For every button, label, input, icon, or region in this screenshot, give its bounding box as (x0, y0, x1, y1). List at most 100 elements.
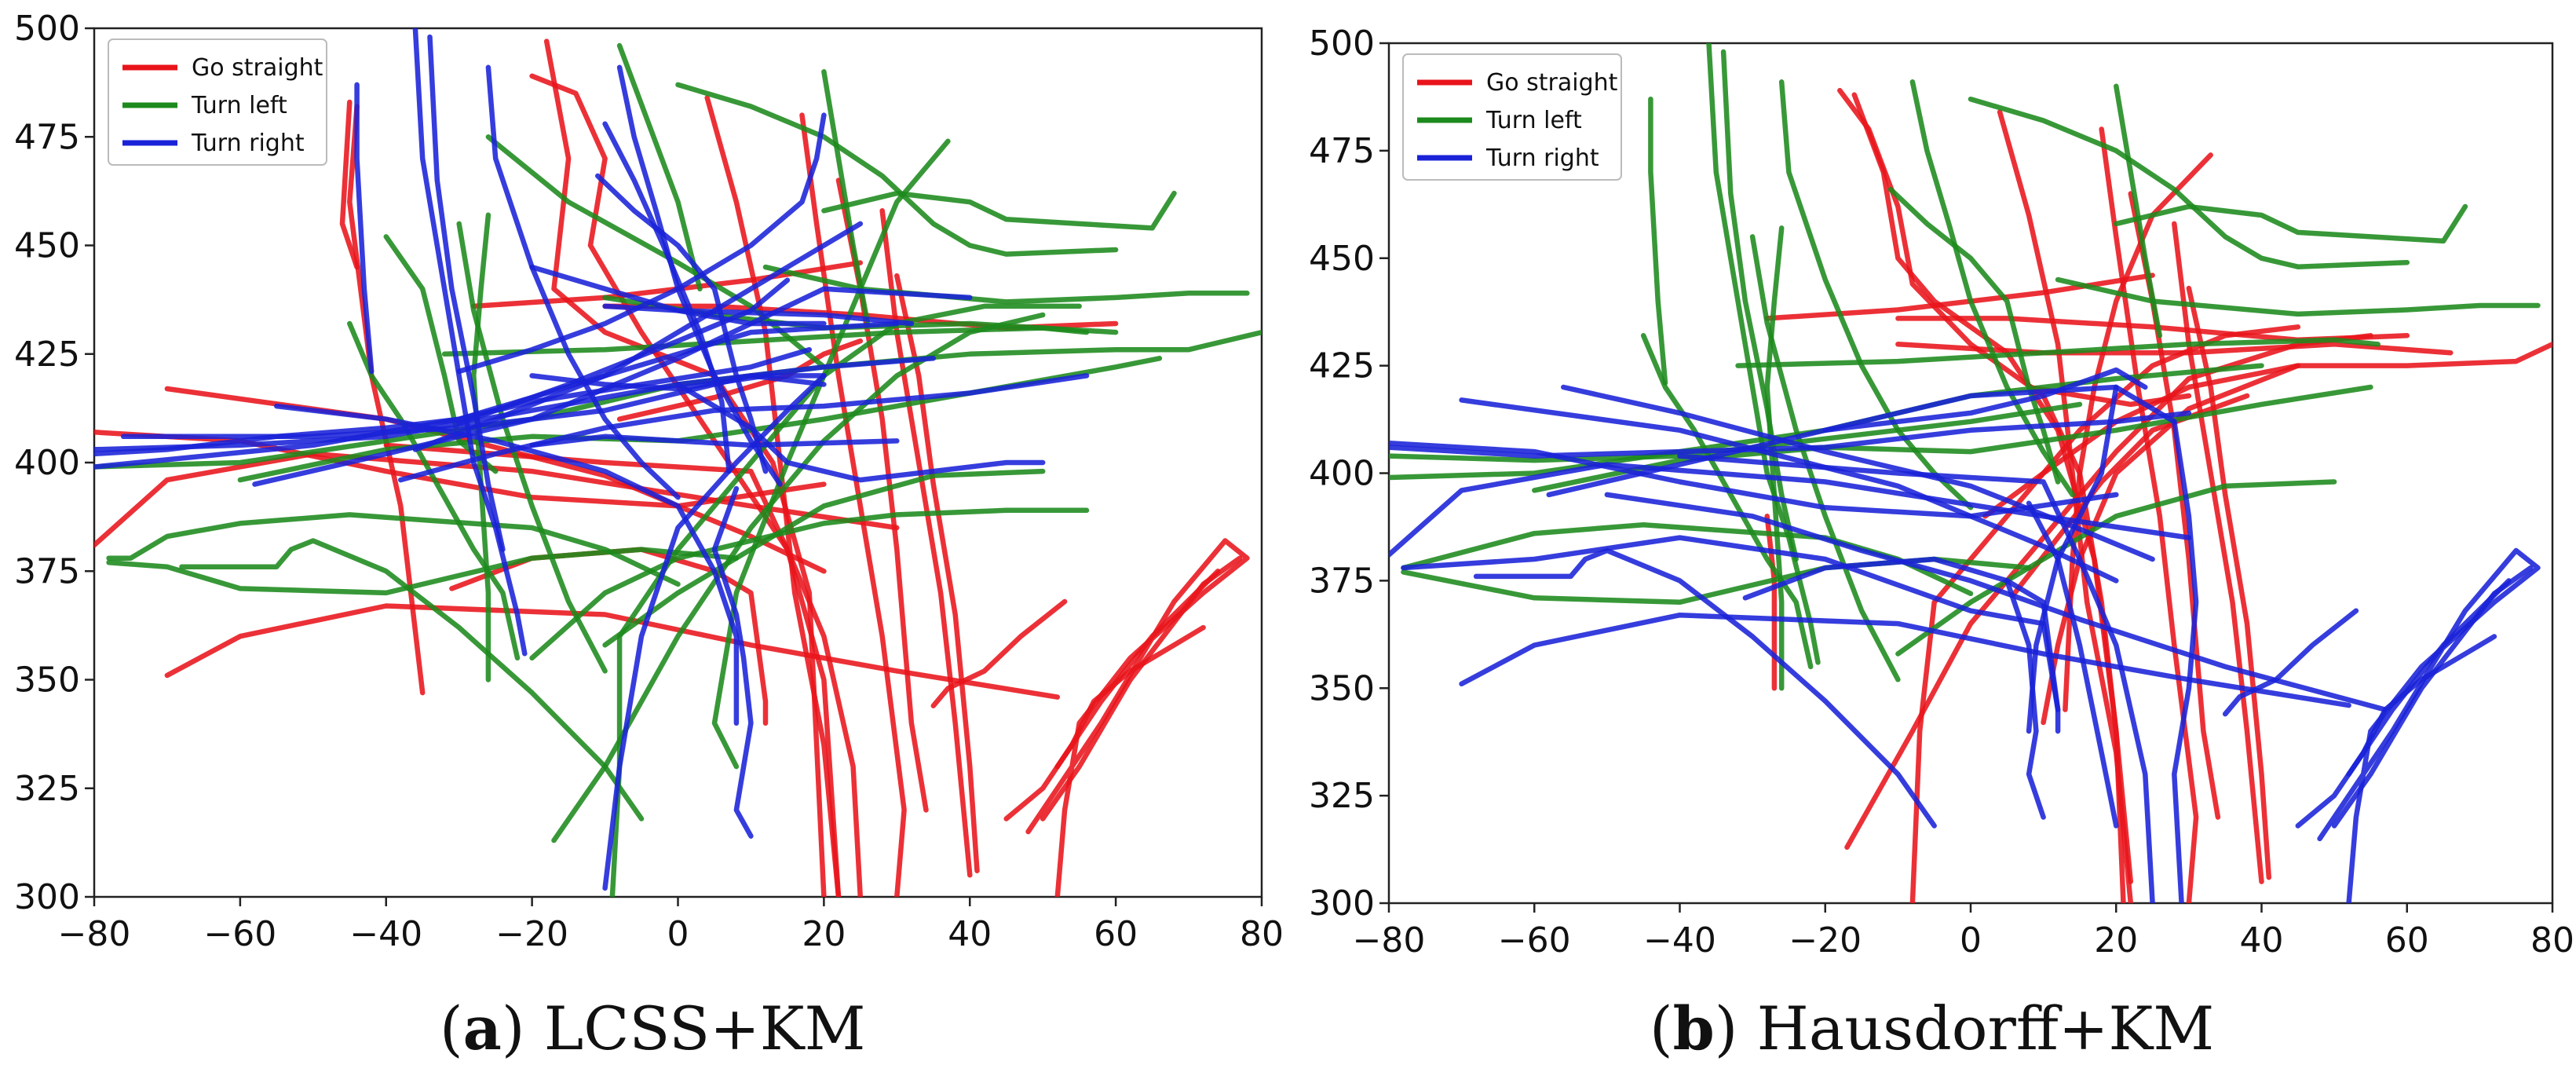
trajectory-left-17 (602, 468, 1046, 648)
y-tick-label: 400 (1309, 454, 1375, 494)
x-tick-label: 60 (2385, 920, 2429, 960)
x-tick-label: −80 (58, 914, 131, 954)
x-tick-label: 80 (1240, 914, 1284, 954)
trajectory-right-21 (274, 403, 740, 726)
y-tick-label: 350 (1309, 668, 1375, 708)
trajectory-go-15 (164, 603, 1061, 700)
x-tick-label: 80 (2530, 920, 2574, 960)
legend-label-left: Turn left (1485, 107, 1582, 134)
trajectory-left-13 (179, 538, 645, 821)
trajectory-right-12 (456, 277, 791, 426)
trajectory-right-2 (427, 34, 506, 552)
trajectory-left-2 (1720, 49, 1799, 562)
trajectory-left-9 (2055, 276, 2541, 317)
trajectory-go-8 (704, 95, 842, 897)
trajectory-left-21 (347, 320, 521, 661)
trajectory-left-1 (1706, 43, 1821, 665)
x-tick-label: −40 (1643, 920, 1716, 960)
chart-b: −80 −60 −40 −20 0 20 40 60 80 300 325 350 375 400 425 4… (1309, 24, 2574, 960)
y-tick-label: 500 (1309, 24, 1375, 64)
trajectory-go-11 (879, 208, 973, 878)
trajectory-go-1 (339, 99, 360, 270)
trajectory-go-19 (1025, 538, 1250, 897)
legend-label-right: Turn right (191, 130, 305, 157)
legend-label-go: Go straight (192, 54, 323, 82)
y-tick-label: 300 (14, 877, 80, 917)
trajectory-right-21 (2295, 634, 2497, 829)
x-tick-label: 60 (1094, 914, 1138, 954)
trajectory-right-14 (412, 221, 864, 452)
legend-label-left: Turn left (191, 92, 287, 119)
y-tick-label: 425 (14, 335, 80, 375)
y-tick-label: 450 (14, 226, 80, 266)
trajectory-left-10 (1735, 337, 2381, 368)
legend: Go straight Turn left Turn right (1402, 53, 1622, 181)
trajectory-go-7 (543, 38, 827, 897)
trajectory-right-5 (1473, 547, 1937, 829)
trajectory-left-0 (1648, 96, 1668, 386)
trajectory-left-5 (1887, 186, 2061, 485)
trajectory-left-18 (529, 507, 1090, 661)
trajectory-right-15 (2026, 384, 2119, 734)
trajectory-left-1 (485, 134, 827, 370)
caption-a: (a) LCSS+KM (440, 993, 866, 1063)
legend-label-go: Go straight (1486, 69, 1618, 97)
y-tick-label: 475 (1309, 131, 1375, 171)
trajectory-left-13 (1640, 333, 1814, 670)
trajectory-left-4 (1909, 79, 2075, 498)
x-tick-label: 40 (2240, 920, 2284, 960)
trajectory-right-18 (2317, 547, 2541, 903)
caption-a-text: LCSS+KM (543, 993, 866, 1063)
trajectory-left-15 (609, 303, 1082, 897)
trajectory-right-10 (1546, 384, 2177, 498)
trajectory-left-5 (711, 138, 951, 770)
y-tick-label: 325 (1309, 776, 1375, 816)
trajectory-right-11 (1389, 410, 2192, 459)
y-tick-label: 350 (14, 660, 80, 701)
trajectory-left-6 (762, 264, 1250, 305)
trajectory-left-16 (1401, 556, 2032, 606)
x-tick-label: −60 (1498, 920, 1571, 960)
trajectory-go-6 (2172, 221, 2264, 884)
trajectory-go-14 (383, 442, 864, 897)
trajectory-right-2 (1389, 440, 2119, 519)
caption-a-letter: a (462, 993, 502, 1063)
trajectory-go-9 (799, 112, 907, 897)
trajectory-right-19 (675, 382, 1046, 483)
trajectory-left-17 (1895, 479, 2337, 657)
trajectory-right-14 (2026, 500, 2119, 829)
trajectory-go-3 (1997, 109, 2134, 903)
series-group (94, 28, 1262, 897)
y-tick-label: 375 (1309, 561, 1375, 601)
trajectory-right-13 (602, 373, 827, 891)
trajectory-right-16 (2172, 419, 2199, 903)
caption-b-letter: b (1672, 993, 1715, 1063)
trajectory-right-13 (2004, 578, 2046, 820)
trajectory-right-7 (1677, 453, 2155, 903)
y-tick-label: 300 (1309, 884, 1375, 924)
caption-b: (b) Hausdorff+KM (1650, 993, 2215, 1063)
trajectory-left-2 (675, 82, 1119, 257)
x-tick-label: −40 (349, 914, 422, 954)
y-tick-label: 450 (1309, 239, 1375, 279)
legend-box (1402, 53, 1622, 181)
trajectory-right-22 (529, 264, 827, 327)
legend: Go straight Turn left Turn right (108, 38, 327, 166)
trajectory-right-0 (1389, 462, 2192, 558)
trajectory-left-6 (1968, 96, 2410, 269)
trajectory-right-17 (602, 303, 915, 327)
trajectory-left-8 (2114, 83, 2163, 338)
x-tick-label: −60 (203, 914, 276, 954)
trajectory-right-23 (94, 346, 813, 457)
trajectory-right-1 (1459, 397, 2119, 584)
x-tick-label: 20 (802, 914, 846, 954)
trajectory-right-18 (529, 434, 900, 448)
trajectory-right-0 (354, 82, 375, 375)
trajectory-left-12 (1532, 384, 2373, 493)
legend-label-right: Turn right (1485, 145, 1599, 172)
trajectory-right-15 (456, 112, 827, 375)
trajectory-left-7 (2114, 203, 2468, 244)
x-tick-label: −80 (1353, 920, 1426, 960)
x-tick-label: −20 (495, 914, 568, 954)
y-tick-label: 500 (14, 9, 80, 49)
